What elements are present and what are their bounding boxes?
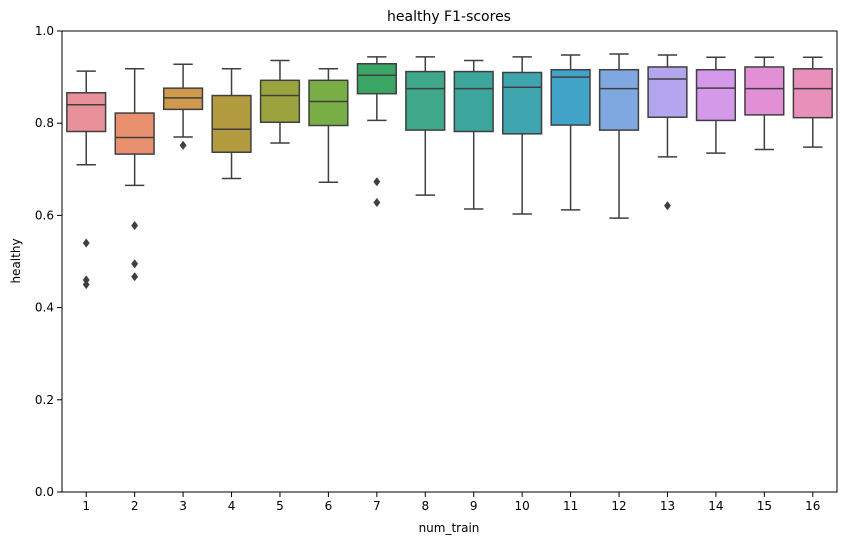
outlier-point — [179, 140, 187, 150]
box-group-1 — [66, 70, 107, 290]
box-group-3 — [162, 63, 204, 150]
box-iqr — [453, 70, 494, 133]
box-group-2 — [114, 68, 155, 282]
x-tick-label: 9 — [470, 499, 478, 513]
y-tick-label: 0.8 — [35, 116, 54, 130]
x-tick-label: 1 — [82, 499, 90, 513]
box-iqr — [66, 92, 107, 133]
box-iqr — [792, 68, 833, 119]
box-group-14 — [695, 56, 737, 154]
x-tick-label: 8 — [421, 499, 429, 513]
box-iqr — [308, 79, 349, 127]
chart-title: healthy F1-scores — [387, 9, 511, 25]
x-tick-label: 7 — [373, 499, 381, 513]
plot-area-frame — [61, 30, 838, 493]
x-tick-label: 3 — [179, 499, 187, 513]
x-tick-label: 10 — [515, 499, 530, 513]
y-tick-label: 0.4 — [35, 301, 54, 315]
box-group-16 — [792, 56, 833, 148]
box-iqr — [744, 66, 785, 116]
x-tick-label: 12 — [611, 499, 626, 513]
box-group-5 — [259, 59, 301, 144]
outlier-point — [131, 272, 139, 282]
outlier-point — [82, 238, 90, 248]
box-iqr — [502, 71, 543, 135]
box-group-13 — [647, 54, 688, 211]
box-group-10 — [502, 56, 543, 215]
box-iqr — [550, 68, 591, 126]
box-group-15 — [744, 56, 785, 151]
box-iqr — [211, 94, 252, 153]
box-group-6 — [308, 68, 349, 183]
box-iqr — [647, 66, 688, 118]
outlier-point — [131, 220, 139, 231]
x-tick-label: 14 — [708, 499, 723, 513]
box-series — [66, 53, 833, 290]
box-iqr — [598, 68, 640, 131]
y-tick-label: 0.2 — [35, 393, 54, 407]
outlier-point — [373, 197, 381, 208]
box-group-11 — [550, 54, 591, 211]
x-axis: 1 2 3 4 5 6 7 8 9 10 11 12 13 14 15 16 — [82, 492, 820, 513]
x-tick-label: 4 — [228, 499, 236, 513]
box-iqr — [162, 87, 204, 111]
x-tick-label: 15 — [757, 499, 772, 513]
x-tick-label: 2 — [131, 499, 139, 513]
outlier-point — [82, 279, 90, 290]
box-iqr — [114, 112, 155, 155]
box-group-7 — [356, 56, 397, 208]
box-iqr — [356, 62, 397, 95]
box-group-12 — [598, 53, 640, 219]
box-iqr — [259, 79, 301, 124]
outlier-point — [131, 259, 139, 269]
box-iqr — [695, 68, 737, 122]
x-tick-label: 11 — [563, 499, 578, 513]
y-axis: 0.0 0.2 0.4 0.6 0.8 1.0 — [35, 24, 62, 499]
box-iqr — [405, 70, 446, 131]
x-tick-label: 16 — [805, 499, 820, 513]
y-axis-label: healthy — [9, 238, 23, 283]
outlier-point — [373, 177, 381, 187]
box-group-9 — [453, 59, 494, 210]
x-tick-label: 6 — [325, 499, 333, 513]
box-group-8 — [405, 56, 446, 196]
y-tick-label: 0.0 — [35, 485, 54, 499]
x-tick-label: 13 — [660, 499, 675, 513]
y-tick-label: 1.0 — [35, 24, 54, 38]
x-axis-label: num_train — [419, 521, 480, 535]
box-group-4 — [211, 68, 252, 180]
x-tick-label: 5 — [276, 499, 284, 513]
y-tick-label: 0.6 — [35, 208, 54, 222]
outlier-point — [663, 201, 671, 211]
